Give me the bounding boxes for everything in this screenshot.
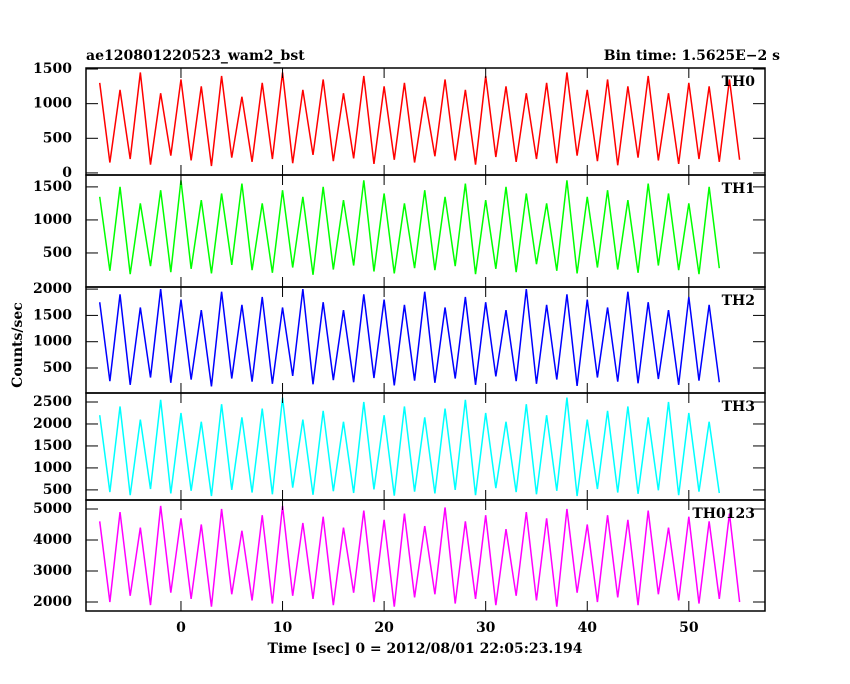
panel-frame [85, 499, 766, 612]
panel-label: TH0 [722, 74, 756, 90]
y-tick-label: 500 [43, 245, 72, 261]
x-tick-label: 20 [374, 620, 394, 636]
y-tick-label: 1500 [33, 179, 72, 195]
y-tick-label: 1000 [33, 460, 72, 476]
y-tick-label: 1000 [33, 212, 72, 228]
y-tick-label: 1000 [33, 96, 72, 112]
y-axis-label: Counts/sec [10, 302, 26, 388]
y-tick-label: 4000 [33, 532, 72, 548]
light-curve [98, 72, 741, 167]
x-axis-label: Time [sec] 0 = 2012/08/01 22:05:23.194 [268, 641, 583, 657]
y-tick-label: 0 [62, 165, 72, 181]
y-tick-label: 2000 [33, 594, 72, 610]
y-tick-label: 1500 [33, 307, 72, 323]
chart-title: ae120801220523_wam2_bst [86, 48, 305, 64]
x-tick-label: 50 [679, 620, 699, 636]
y-tick-label: 2500 [33, 394, 72, 410]
y-tick-label: 1500 [33, 61, 72, 77]
y-tick-label: 3000 [33, 563, 72, 579]
y-tick-label: 2000 [33, 281, 72, 297]
y-tick-label: 500 [43, 360, 72, 376]
bin-time: Bin time: 1.5625E−2 s [604, 48, 780, 64]
panel-label: TH0123 [692, 506, 755, 522]
y-tick-label: 1000 [33, 334, 72, 350]
panel-label: TH3 [722, 399, 755, 415]
y-tick-label: 5000 [33, 501, 72, 517]
light-curve [98, 289, 721, 387]
light-curve [98, 505, 741, 607]
y-tick-label: 2000 [33, 416, 72, 432]
y-tick-label: 1500 [33, 438, 72, 454]
y-tick-label: 500 [43, 130, 72, 146]
x-tick-label: 0 [176, 620, 186, 636]
light-curve [98, 180, 721, 275]
x-tick-label: 40 [578, 620, 598, 636]
panel-label: TH2 [722, 293, 755, 309]
x-tick-label: 10 [273, 620, 293, 636]
panel-label: TH1 [722, 181, 755, 197]
x-tick-label: 30 [476, 620, 496, 636]
light-curve [98, 397, 721, 497]
y-tick-label: 500 [43, 482, 72, 498]
